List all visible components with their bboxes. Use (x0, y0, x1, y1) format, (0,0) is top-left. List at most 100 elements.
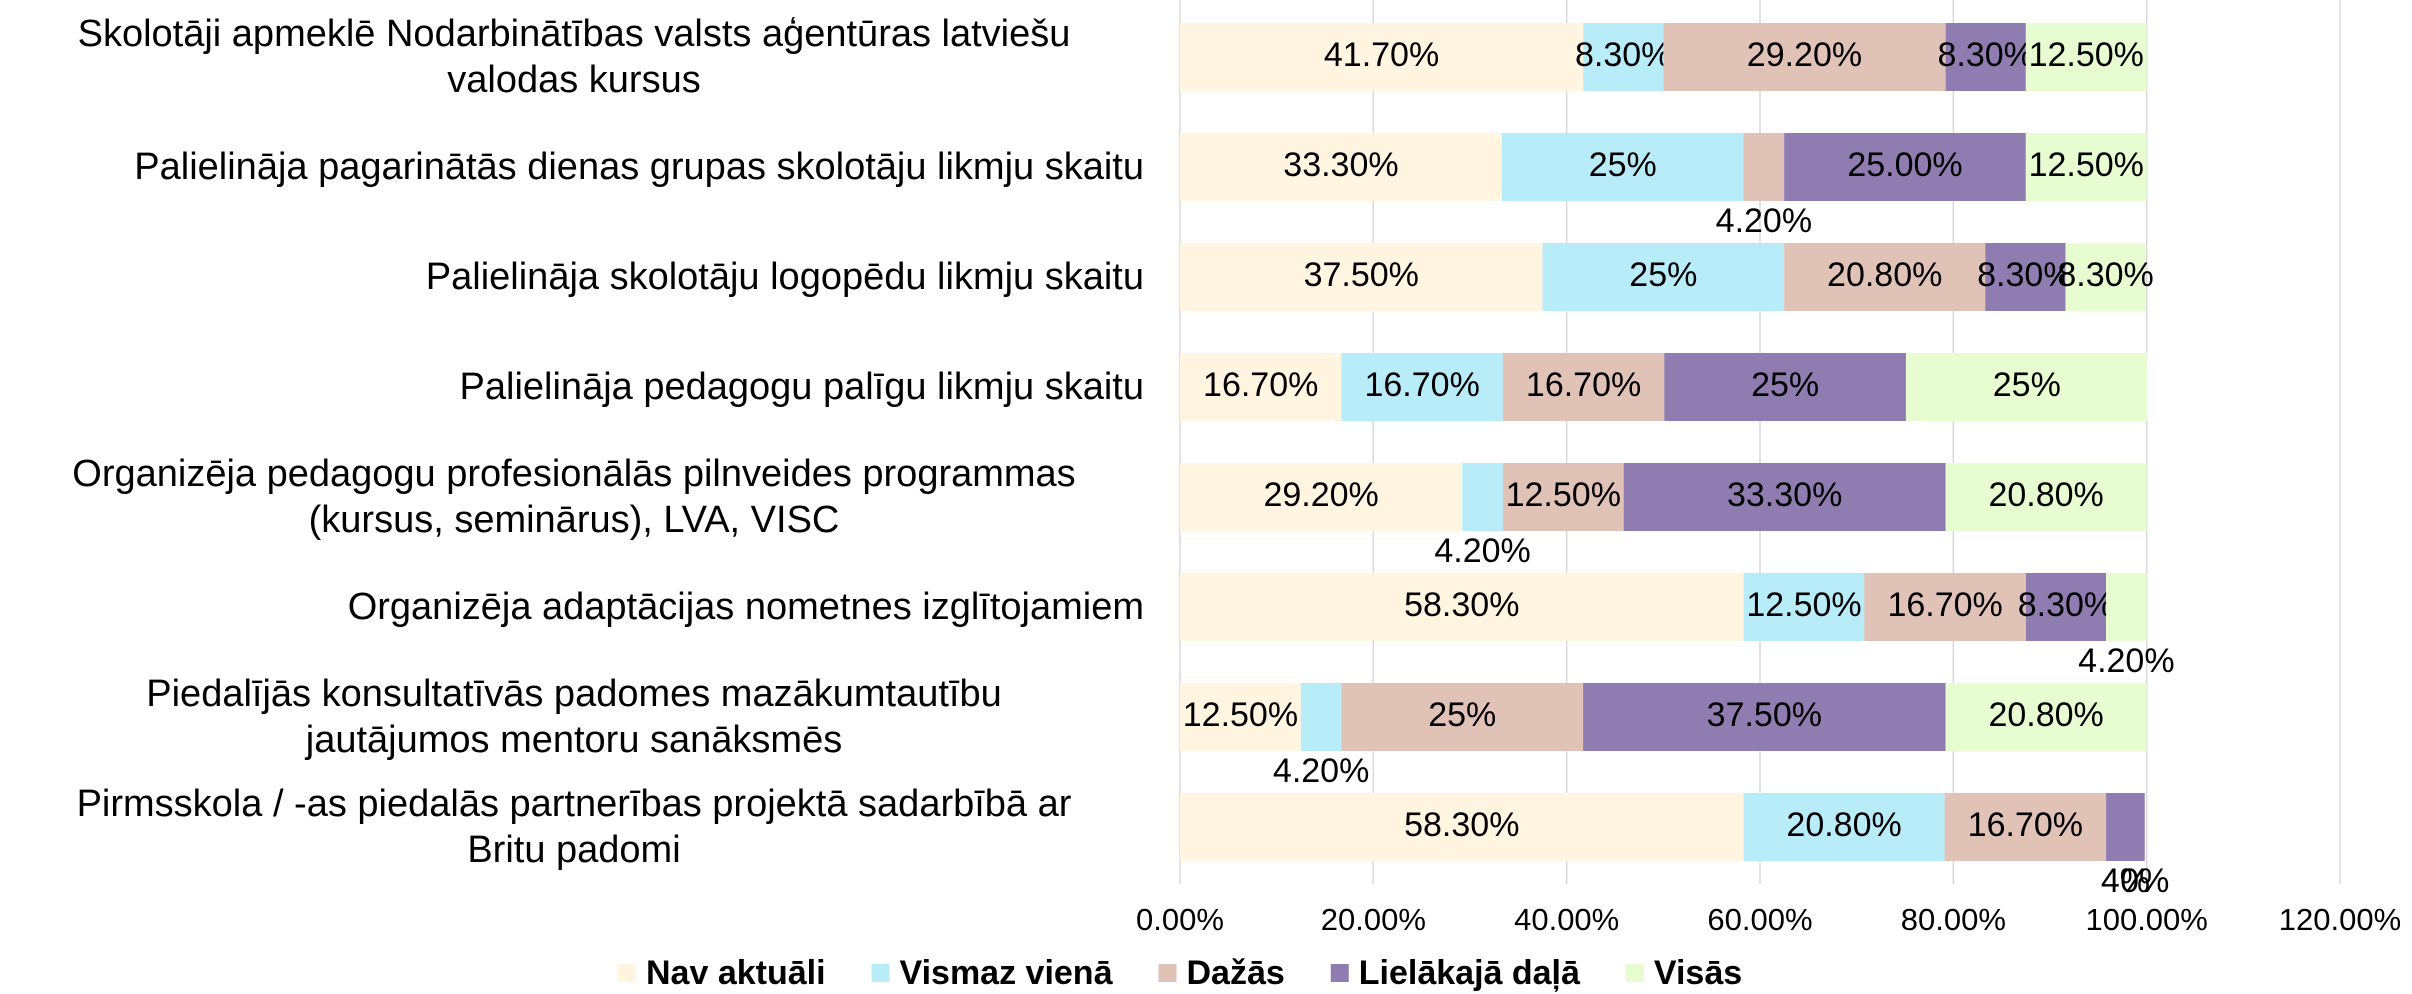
legend-label: Nav aktuāli (646, 954, 826, 992)
x-tick-label: 20.00% (1321, 902, 1426, 937)
bar-segment (1905, 353, 2148, 421)
bar-segment (1542, 243, 1785, 311)
bar-segment (1945, 23, 2026, 91)
legend: Nav aktuāli Vismaz vienā Dažās Lielākajā da… (618, 954, 1742, 992)
data-label: 33.30% (1283, 146, 1398, 184)
data-label: 58.30% (1404, 586, 1519, 624)
data-label: 29.20% (1747, 36, 1862, 74)
bar-segment (1180, 793, 1744, 861)
data-label: 20.80% (1988, 696, 2103, 734)
data-label: 12.50% (1746, 586, 1861, 624)
data-label: 25% (1751, 366, 1819, 404)
data-label: 16.70% (1887, 586, 2002, 624)
data-label: 4% (2101, 862, 2150, 900)
data-label: 8.30% (1938, 36, 2034, 74)
data-label: 8.30% (2057, 256, 2153, 294)
x-tick-label: 100.00% (2085, 902, 2207, 937)
x-tick-label: 40.00% (1514, 902, 1619, 937)
data-label: 12.50% (1183, 696, 1298, 734)
y-tick-label: Skolotāji apmeklē Nodarbinātības valsts … (77, 13, 1071, 101)
data-label: 12.50% (2029, 146, 2144, 184)
bar-segment (2025, 133, 2147, 201)
data-label: 25% (1589, 146, 1657, 184)
bar-segment (1180, 243, 1543, 311)
x-tick-label: 80.00% (1901, 902, 2006, 937)
data-label: 12.50% (1506, 476, 1621, 514)
y-tick-label: Organizēja pedagogu profesionālās pilnve… (72, 453, 1076, 541)
data-label: 25.00% (1847, 146, 1962, 184)
bar-segment (1462, 463, 1503, 531)
data-label: 25% (1993, 366, 2061, 404)
bar-segment (1623, 463, 1946, 531)
y-tick-label: Piedalījās konsultatīvās padomes mazākum… (146, 673, 1002, 761)
bar-segment (1180, 133, 1502, 201)
y-tick-label: Palielināja skolotāju logopēdu likmju sk… (425, 256, 1144, 298)
data-label: 41.70% (1324, 36, 1439, 74)
x-tick-label: 120.00% (2279, 902, 2401, 937)
bar-segment (1784, 133, 2026, 201)
bar-segment (1945, 463, 2147, 531)
bar-segment (1502, 353, 1665, 421)
bar-segment (1502, 463, 1624, 531)
bar-segment (1341, 683, 1584, 751)
bar-segment (1583, 683, 1946, 751)
data-label: 20.80% (1827, 256, 1942, 294)
y-tick-label: Palielināja pagarinātās dienas grupas sk… (134, 146, 1144, 188)
legend-label: Dažās (1186, 954, 1284, 992)
data-label: 25% (1629, 256, 1697, 294)
bar-segment (1501, 133, 1744, 201)
bar-segment (1743, 133, 1785, 201)
legend-swatch (1158, 964, 1177, 982)
bar-segment (1664, 353, 1906, 421)
legend-label: Visās (1654, 954, 1742, 992)
data-label: 4.20% (2078, 642, 2174, 680)
data-label: 8.30% (1977, 256, 2073, 294)
bar-segment (1944, 793, 2107, 861)
bar-segment (1743, 793, 1945, 861)
data-label: 8.30% (2018, 586, 2114, 624)
bar-segment (2106, 793, 2145, 861)
bar-segment (1180, 683, 1301, 751)
data-label: 0% (2120, 862, 2169, 900)
data-label: 33.30% (1727, 476, 1842, 514)
data-label: 16.70% (1968, 806, 2083, 844)
data-label: 4.20% (1273, 752, 1369, 790)
data-label: 16.70% (1526, 366, 1641, 404)
data-label: 4.20% (1716, 202, 1812, 240)
data-label: 12.50% (2029, 36, 2144, 74)
data-label: 25% (1428, 696, 1496, 734)
legend-swatch (1625, 964, 1644, 982)
y-tick-label: Pirmsskola / -as piedalās partnerības pr… (76, 783, 1072, 871)
bar-segment (1180, 573, 1744, 641)
data-label: 29.20% (1263, 476, 1378, 514)
data-label: 37.50% (1304, 256, 1419, 294)
y-tick-label: Organizēja adaptācijas nometnes izglītoj… (347, 586, 1144, 628)
data-label: 37.50% (1707, 696, 1822, 734)
bar-segment (1784, 243, 1986, 311)
x-tick-label: 0.00% (1136, 902, 1224, 937)
data-label: 20.80% (1786, 806, 1901, 844)
data-label: 4.20% (1434, 532, 1530, 570)
bar-segment (1663, 23, 1946, 91)
bar-segment (1180, 463, 1463, 531)
bar-segment (2025, 23, 2147, 91)
bar-segment (1945, 683, 2147, 751)
data-label: 20.80% (1988, 476, 2103, 514)
bar-segment (2065, 243, 2146, 311)
bar-segment (1300, 683, 1342, 751)
bar-segment (1864, 573, 2026, 641)
legend-label: Lielākajā daļā (1359, 954, 1581, 992)
legend-swatch (618, 964, 636, 982)
data-label: 16.70% (1364, 366, 1479, 404)
data-label: 16.70% (1203, 366, 1318, 404)
data-label: 58.30% (1404, 806, 1519, 844)
bar-segment (1743, 573, 1865, 641)
data-label: 8.30% (1575, 36, 1671, 74)
legend-swatch (1330, 964, 1349, 982)
bar-segment (2025, 573, 2107, 641)
y-tick-label: Palielināja pedagogu palīgu likmju skait… (459, 366, 1144, 408)
bar-segment (1180, 353, 1342, 421)
bar-segment (1985, 243, 2066, 311)
